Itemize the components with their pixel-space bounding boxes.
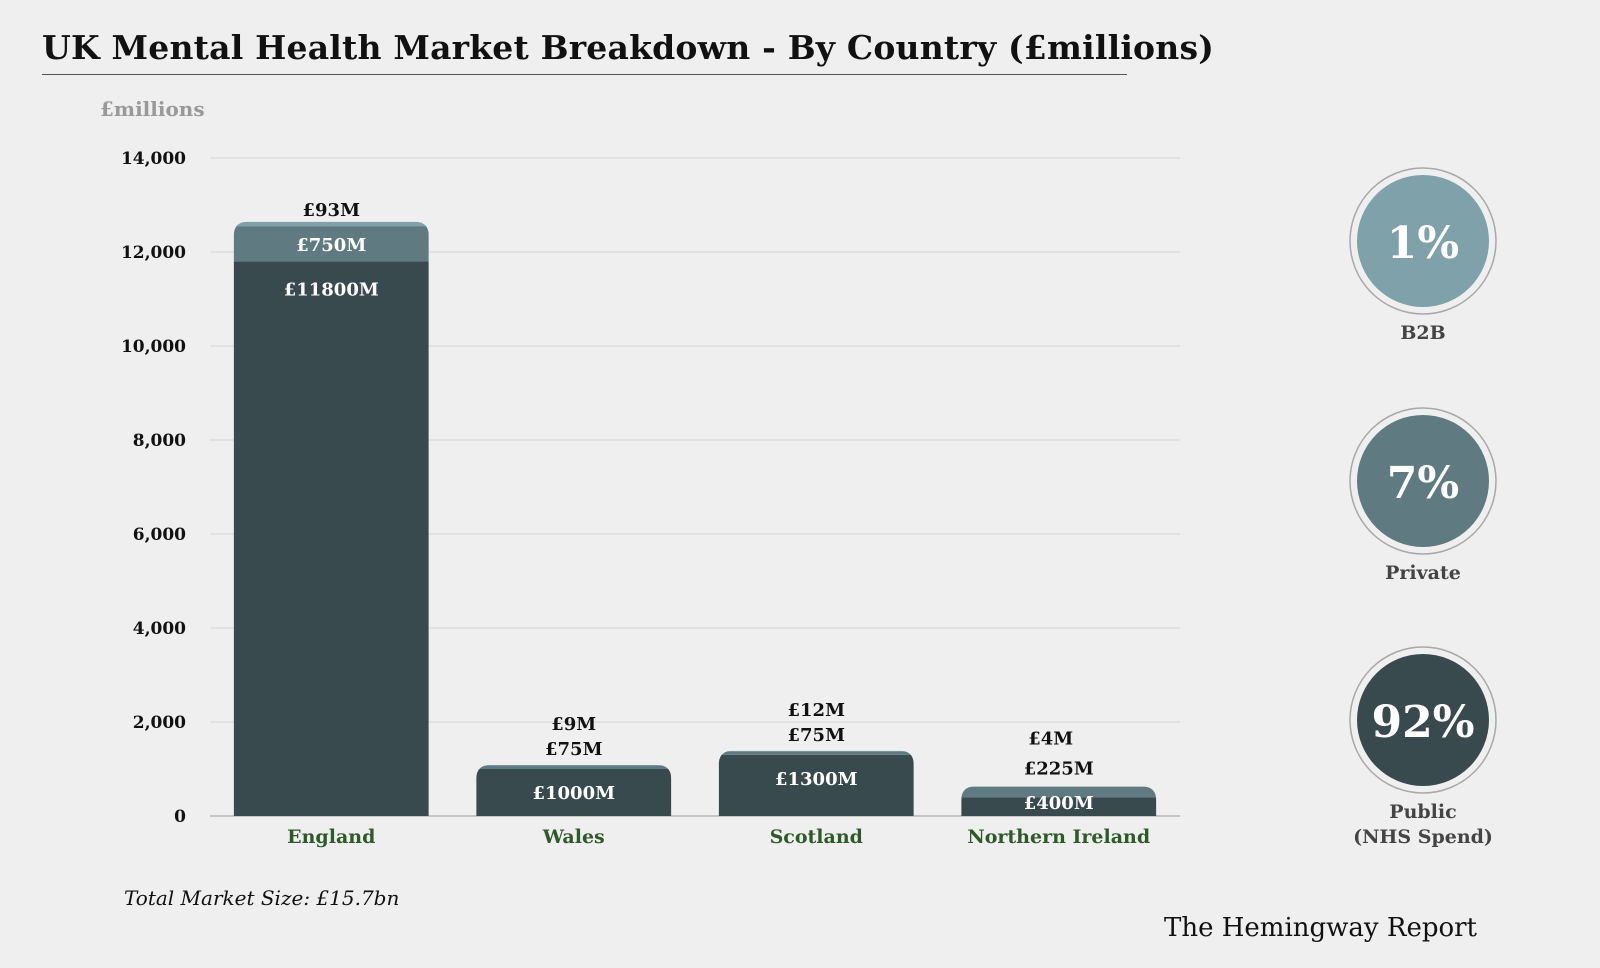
y-tick-label: 4,000 <box>133 619 186 639</box>
data-label-private: £750M <box>296 235 366 256</box>
data-label-b2b: £9M <box>551 714 596 735</box>
x-category-label: Northern Ireland <box>967 826 1150 848</box>
legend-ring-private <box>1349 407 1497 555</box>
bar-segment-b2b <box>718 750 914 752</box>
data-label-public: £1300M <box>775 769 858 790</box>
y-tick-label: 12,000 <box>121 243 186 263</box>
legend-label-public: (NHS Spend) <box>1353 826 1493 848</box>
data-label-b2b: £4M <box>1028 728 1073 749</box>
data-label-b2b: £93M <box>303 200 361 221</box>
data-label-private: £75M <box>788 725 846 746</box>
y-tick-label: 0 <box>174 807 186 827</box>
y-tick-label: 14,000 <box>121 149 186 169</box>
y-tick-label: 10,000 <box>121 337 186 357</box>
legend-label-b2b: B2B <box>1400 322 1445 344</box>
chart-title: UK Mental Health Market Breakdown - By C… <box>42 28 1215 67</box>
data-label-public: £11800M <box>284 279 379 300</box>
bar-segment-public <box>476 769 672 816</box>
bar-segment-public <box>961 797 1157 816</box>
y-tick-label: 8,000 <box>133 431 186 451</box>
bar-segment-private <box>961 786 1157 798</box>
legend-circle-private <box>1357 415 1489 547</box>
brand-signature: The Hemingway Report <box>1164 913 1478 943</box>
x-category-label: England <box>287 826 375 848</box>
bar-segment-public <box>233 261 429 816</box>
bar-segment-b2b <box>233 221 429 227</box>
data-label-private: £75M <box>545 739 603 760</box>
data-label-b2b: £12M <box>788 700 846 721</box>
x-category-label: Wales <box>542 826 605 848</box>
legend-ring-b2b <box>1349 167 1497 315</box>
x-category-label: Scotland <box>770 826 863 848</box>
total-market-note: Total Market Size: £15.7bn <box>124 886 400 910</box>
legend-percent-public: 92% <box>1371 697 1474 748</box>
legend-percent-b2b: 1% <box>1387 218 1459 269</box>
legend-percent-private: 7% <box>1387 458 1459 509</box>
data-label-public: £1000M <box>532 783 615 804</box>
y-tick-label: 2,000 <box>133 713 186 733</box>
legend-circle-b2b <box>1357 175 1489 307</box>
legend-ring-public <box>1349 646 1497 794</box>
bar-segment-private <box>476 765 672 769</box>
bar-segment-private <box>718 751 914 755</box>
legend-circle-public <box>1357 654 1489 786</box>
y-tick-label: 6,000 <box>133 525 186 545</box>
data-label-public: £400M <box>1024 793 1094 814</box>
y-axis-unit-label: £millions <box>100 97 205 121</box>
legend-label-private: Private <box>1385 562 1461 584</box>
data-label-private: £225M <box>1024 758 1094 779</box>
bar-segment-private <box>233 226 429 262</box>
legend-label-public: Public <box>1389 801 1456 823</box>
title-underline <box>42 74 1127 75</box>
bar-segment-public <box>718 754 914 816</box>
